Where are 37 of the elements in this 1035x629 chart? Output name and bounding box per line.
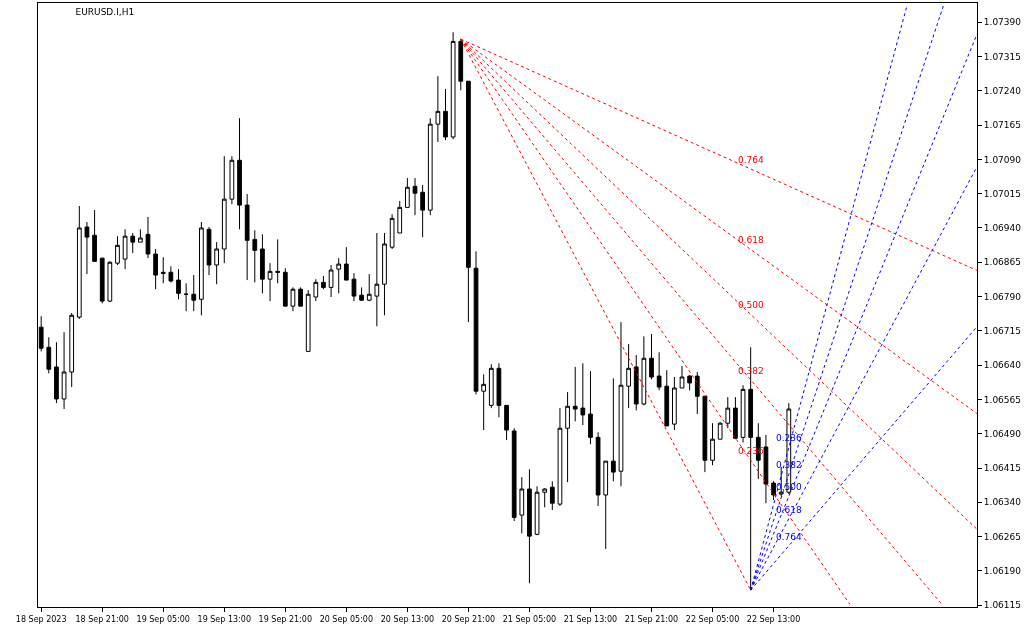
x-tick-label: 19 Sep 05:00 — [136, 614, 190, 624]
x-tick-label: 18 Sep 2023 — [15, 614, 67, 624]
annotation: 0.618 — [776, 505, 803, 515]
y-tick-label: 1.06265 — [983, 531, 1022, 542]
x-tick-label: 20 Sep 05:00 — [319, 614, 374, 624]
y-tick-label: 1.06640 — [983, 360, 1022, 371]
y-tick-label: 1.06190 — [983, 566, 1022, 577]
y-tick-label: 1.07015 — [983, 188, 1022, 199]
x-tick-label: 21 Sep 21:00 — [624, 614, 679, 624]
x-tick-label: 22 Sep 13:00 — [746, 614, 801, 624]
y-tick-label: 1.06715 — [983, 325, 1022, 336]
x-tick-label: 20 Sep 13:00 — [380, 614, 435, 624]
y-tick-label: 1.07165 — [983, 120, 1022, 131]
y-tick-label: 1.06790 — [983, 291, 1022, 302]
annotation: 0.500 — [738, 300, 765, 310]
y-tick-label: 1.06415 — [983, 463, 1022, 474]
x-tick-label: 20 Sep 21:00 — [441, 614, 496, 624]
annotation: 0.618 — [738, 235, 765, 245]
x-tick-label: 21 Sep 05:00 — [502, 614, 557, 624]
x-tick-label: 22 Sep 05:00 — [685, 614, 740, 624]
y-tick-label: 1.07390 — [983, 17, 1022, 28]
x-tick-label: 18 Sep 21:00 — [75, 614, 129, 624]
x-tick-label: 19 Sep 13:00 — [197, 614, 251, 624]
annotation: 0.764 — [738, 155, 765, 165]
text: EURUSD.I,H1 — [75, 7, 135, 18]
y-tick-label: 1.06340 — [983, 497, 1022, 508]
y-tick-label: 1.06490 — [983, 428, 1022, 439]
annotation: 0.764 — [776, 532, 803, 542]
y-tick-label: 1.07090 — [983, 154, 1022, 165]
y-tick-label: 1.07315 — [983, 51, 1022, 62]
y-tick-label: 1.07240 — [983, 85, 1022, 96]
y-tick-label: 1.06565 — [983, 394, 1022, 405]
y-tick-label: 1.06940 — [983, 223, 1022, 234]
y-tick-label: 1.06115 — [983, 600, 1022, 611]
x-tick-label: 21 Sep 13:00 — [563, 614, 618, 624]
y-tick-label: 1.06865 — [983, 257, 1022, 268]
x-tick-label: 19 Sep 21:00 — [258, 614, 313, 624]
